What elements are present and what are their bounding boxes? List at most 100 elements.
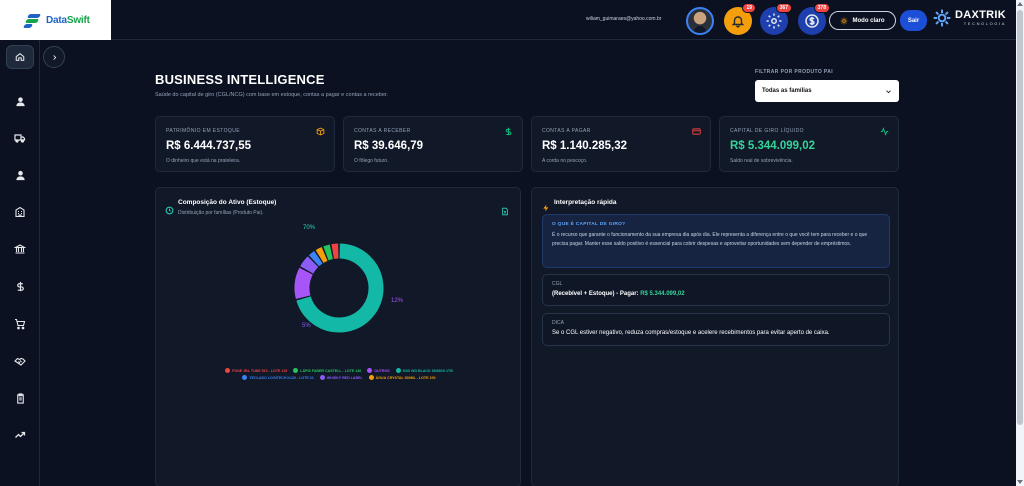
donut-slice-5[interactable] (323, 244, 333, 261)
sidebar-item-delivery[interactable] (12, 130, 28, 146)
person-icon (15, 170, 25, 180)
donut-slice-3[interactable] (308, 251, 323, 267)
box-icon (315, 126, 325, 136)
notifications-button[interactable]: 19 (724, 3, 756, 35)
avatar[interactable] (686, 7, 714, 35)
kpi-card-payable: CONTAS A PAGAR R$ 1.140.285,32 A corda n… (531, 116, 711, 172)
product-family-select[interactable]: Todas as famílias (755, 80, 899, 102)
legend-label: ÁGUA CRYSTAL 500ML - LOTE 100 (375, 375, 436, 380)
composition-subtitle: Distribuição por famílias (Produto Pai). (178, 210, 264, 216)
slice-label-main: 70% (303, 225, 316, 231)
home-icon (15, 53, 25, 61)
legend-item[interactable]: ÁGUA CRYSTAL 500ML - LOTE 100 (368, 375, 436, 380)
legend-label: SSD WD BLACK SN850X 1TB (402, 368, 453, 373)
sidebar-expand-button[interactable] (43, 46, 65, 68)
composition-title: Composição do Ativo (Estoque) (178, 199, 277, 206)
donut-chart (294, 243, 384, 333)
legend-item[interactable]: FONE JBL TUNE 510 - LOTE 115 (225, 368, 287, 373)
legend-label: FONE JBL TUNE 510 - LOTE 115 (232, 368, 288, 373)
dollar-icon (503, 126, 513, 136)
interpretation-panel: Interpretação rápida O QUE É CAPITAL DE … (531, 187, 899, 486)
export-pdf-icon[interactable] (501, 203, 509, 221)
legend-dot-icon (225, 368, 231, 373)
user-icon (15, 96, 25, 106)
building-icon (15, 206, 25, 218)
kpi-card-receivable: CONTAS A RECEBER R$ 39.646,79 O fôlego f… (343, 116, 523, 172)
truck-icon (14, 134, 26, 143)
slice-label-third: 5% (302, 323, 311, 329)
kpi-label: PATRIMÔNIO EM ESTOQUE (166, 128, 240, 134)
info-text: É o recurso que garante o funcionamento … (552, 232, 868, 247)
pending-tasks-button[interactable]: 367 (760, 3, 792, 35)
money-gear-icon (805, 14, 819, 28)
finance-alerts-button[interactable]: 378 (798, 3, 830, 35)
sidebar-item-sales[interactable] (12, 316, 28, 332)
kpi-label: CONTAS A PAGAR (542, 128, 591, 134)
card-icon (691, 126, 701, 136)
company-brand: DAXTRIK TECNOLOGIA (932, 8, 1006, 28)
donut-slice-1[interactable] (294, 267, 313, 300)
kpi-value: R$ 6.444.737,55 (166, 140, 252, 152)
kpi-description: O dinheiro que está na prateleira. (166, 158, 241, 164)
slice-label-second: 12% (391, 298, 404, 304)
scroll-down-icon[interactable] (1017, 480, 1023, 484)
kpi-label: CONTAS A RECEBER (354, 128, 411, 134)
logout-button[interactable]: Sair (900, 10, 927, 31)
sun-icon (841, 17, 848, 24)
info-title: O QUE É CAPITAL DE GIRO? (552, 222, 626, 227)
theme-toggle-button[interactable]: Modo claro (829, 11, 896, 30)
filter-label: FILTRAR POR PRODUTO PAI (755, 69, 834, 75)
legend-dot-icon (367, 368, 373, 373)
donut-slice-4[interactable] (315, 247, 328, 263)
sidebar-item-bi[interactable] (12, 427, 28, 443)
composition-panel: Composição do Ativo (Estoque) Distribuiç… (155, 187, 521, 486)
finance-badge: 378 (813, 3, 830, 13)
scroll-thumb[interactable] (1017, 10, 1023, 425)
tip-text: Se o CGL estiver negativo, reduza compra… (552, 330, 830, 336)
scroll-up-icon[interactable] (1017, 2, 1023, 6)
cgl-label: CGL (552, 281, 563, 287)
legend-item[interactable]: SSD WD BLACK SN850X 1TB (395, 368, 453, 373)
sidebar-item-partners[interactable] (12, 353, 28, 369)
legend-item[interactable]: TECLADO LOGITECH K120 - LOTE 61 (242, 375, 314, 380)
company-name: DAXTRIK (955, 9, 1006, 21)
sidebar-item-reports[interactable] (12, 390, 28, 406)
interpretation-title: Interpretação rápida (554, 199, 617, 206)
legend-label: TECLADO LOGITECH K120 - LOTE 61 (249, 375, 314, 380)
donut-slice-0[interactable] (296, 243, 384, 333)
donut-slice-2[interactable] (300, 256, 319, 274)
page-scrollbar[interactable] (1016, 0, 1024, 486)
legend-item[interactable]: OUTROS (367, 368, 390, 373)
legend-item[interactable]: WHISKY RED LABEL (319, 375, 363, 380)
app-logo[interactable]: DataSwift (0, 0, 111, 40)
handshake-icon (14, 357, 26, 366)
sidebar-item-home[interactable] (6, 45, 34, 69)
sidebar (0, 40, 40, 486)
chevron-right-icon (52, 54, 56, 60)
user-email: wiliam_guimaraes@yahoo.com.br (586, 16, 662, 22)
product-family-value: Todas as famílias (762, 88, 812, 94)
legend-dot-icon (395, 368, 401, 373)
pending-badge: 367 (775, 3, 792, 13)
legend-dot-icon (319, 375, 325, 380)
bank-icon (14, 244, 26, 254)
sidebar-item-companies[interactable] (12, 204, 28, 220)
sidebar-item-finance[interactable] (12, 278, 28, 294)
clock-icon (165, 202, 174, 220)
cgl-box: CGL (Recebível + Estoque) - Pagar: R$ 5.… (542, 274, 890, 306)
legend-item[interactable]: LÁPIS FABER CASTELL - LOTE 136 (293, 368, 361, 373)
cgl-formula: (Recebível + Estoque) - Pagar: R$ 5.344.… (552, 291, 685, 297)
legend-label: LÁPIS FABER CASTELL - LOTE 136 (300, 368, 362, 373)
kpi-label: CAPITAL DE GIRO LÍQUIDO (730, 128, 804, 134)
sidebar-item-bank[interactable] (12, 241, 28, 257)
sidebar-item-users[interactable] (12, 93, 28, 109)
chevron-down-icon (886, 89, 891, 93)
cart-icon (15, 318, 26, 330)
logo-text: DataSwift (46, 14, 90, 26)
bell-icon (731, 16, 745, 28)
sidebar-item-clients[interactable] (12, 167, 28, 183)
kpi-description: Saldo real de sobrevivência. (730, 158, 793, 164)
dollar-icon (16, 281, 24, 291)
kpi-value: R$ 5.344.099,02 (730, 140, 816, 152)
donut-slice-6[interactable] (331, 243, 339, 259)
